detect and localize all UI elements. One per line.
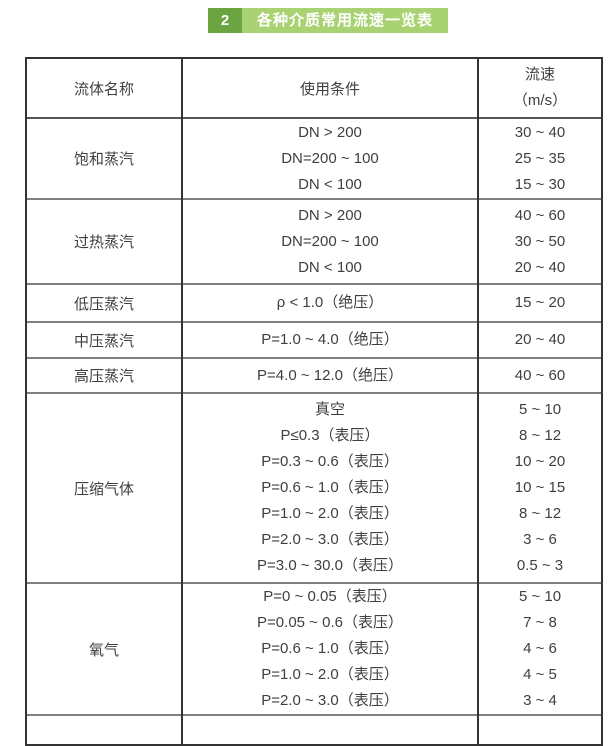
speed-line: 5 ~ 10: [518, 588, 562, 605]
row-cutoff-partial: [25, 715, 603, 745]
fluid-name: 中压蒸汽: [25, 322, 183, 358]
fluid-name: 低压蒸汽: [25, 284, 183, 322]
fluid-name: [25, 715, 183, 745]
condition-line: P=1.0 ~ 4.0（绝压）: [261, 331, 399, 348]
speed-line: 10 ~ 15: [514, 479, 566, 496]
condition-line: P=0.6 ~ 1.0（表压）: [261, 479, 399, 496]
speed-cell: 40 ~ 60 30 ~ 50 20 ~ 40: [477, 199, 603, 284]
section-title: 各种介质常用流速一览表: [242, 8, 449, 33]
condition-cell: ρ < 1.0（绝压）: [181, 284, 479, 322]
condition-cell: P=0 ~ 0.05（表压） P=0.05 ~ 0.6（表压） P=0.6 ~ …: [181, 583, 479, 715]
speed-line: 15 ~ 20: [514, 294, 566, 311]
speed-cell: 30 ~ 40 25 ~ 35 15 ~ 30: [477, 118, 603, 199]
condition-line: P=1.0 ~ 2.0（表压）: [261, 505, 399, 522]
speed-line: 40 ~ 60: [514, 206, 566, 224]
speed-cell: 5 ~ 10 7 ~ 8 4 ~ 6 4 ~ 5 3 ~ 4: [477, 583, 603, 715]
condition-line: DN > 200: [298, 123, 362, 141]
condition-cell: P=4.0 ~ 12.0（绝压）: [181, 358, 479, 393]
col-header-condition: 使用条件: [181, 58, 479, 118]
condition-line: DN=200 ~ 100: [281, 232, 379, 250]
condition-line: P=2.0 ~ 3.0（表压）: [261, 692, 399, 709]
fluid-name: 过热蒸汽: [25, 199, 183, 284]
speed-line: 8 ~ 12: [518, 505, 562, 522]
row-oxygen: 氧气 P=0 ~ 0.05（表压） P=0.05 ~ 0.6（表压） P=0.6…: [25, 583, 603, 715]
table-header-row: 流体名称 使用条件 流速 （m/s）: [25, 58, 603, 118]
condition-line: P=4.0 ~ 12.0（绝压）: [257, 366, 403, 384]
condition-line: P=0 ~ 0.05（表压）: [263, 588, 397, 605]
speed-line: 3 ~ 6: [523, 531, 557, 548]
speed-line: 4 ~ 5: [523, 666, 557, 683]
fluid-name: 高压蒸汽: [25, 358, 183, 393]
flow-speed-table: 流体名称 使用条件 流速 （m/s） 饱和蒸汽 DN > 200 DN=200 …: [25, 57, 603, 746]
speed-line: 25 ~ 35: [514, 149, 566, 167]
condition-line: DN=200 ~ 100: [281, 149, 379, 167]
speed-line: 30 ~ 40: [514, 123, 566, 141]
row-high-pressure-steam: 高压蒸汽 P=4.0 ~ 12.0（绝压） 40 ~ 60: [25, 358, 603, 393]
condition-cell: DN > 200 DN=200 ~ 100 DN < 100: [181, 118, 479, 199]
fluid-name: 氧气: [25, 583, 183, 715]
page: 2 各种介质常用流速一览表 流体名称 使用条件 流速 （m/s） 饱和蒸汽 DN…: [0, 8, 613, 746]
condition-line: P=0.05 ~ 0.6（表压）: [257, 614, 403, 631]
col-header-speed: 流速 （m/s）: [477, 58, 603, 118]
condition-line: P≤0.3（表压）: [280, 427, 380, 444]
speed-line: 8 ~ 12: [518, 427, 562, 444]
speed-line: 10 ~ 20: [514, 453, 566, 470]
speed-line: 4 ~ 6: [523, 640, 557, 657]
condition-line: P=3.0 ~ 30.0（表压）: [257, 557, 403, 574]
row-medium-pressure-steam: 中压蒸汽 P=1.0 ~ 4.0（绝压） 20 ~ 40: [25, 322, 603, 358]
speed-cell: [477, 715, 603, 745]
row-low-pressure-steam: 低压蒸汽 ρ < 1.0（绝压） 15 ~ 20: [25, 284, 603, 322]
condition-line: P=0.6 ~ 1.0（表压）: [261, 640, 399, 657]
fluid-name: 饱和蒸汽: [25, 118, 183, 199]
condition-line: P=1.0 ~ 2.0（表压）: [261, 666, 399, 683]
condition-line: DN < 100: [298, 258, 362, 276]
condition-line: ρ < 1.0（绝压）: [276, 294, 384, 311]
col-header-speed-label: 流速: [524, 66, 555, 83]
speed-line: 30 ~ 50: [514, 232, 566, 250]
speed-line: 20 ~ 40: [514, 258, 566, 276]
speed-line: 5 ~ 10: [518, 401, 562, 418]
speed-line: 40 ~ 60: [514, 366, 566, 384]
speed-cell: 20 ~ 40: [477, 322, 603, 358]
row-saturated-steam: 饱和蒸汽 DN > 200 DN=200 ~ 100 DN < 100 30 ~…: [25, 118, 603, 199]
speed-line: 20 ~ 40: [514, 331, 566, 348]
row-compressed-gas: 压缩气体 真空 P≤0.3（表压） P=0.3 ~ 0.6（表压） P=0.6 …: [25, 393, 603, 583]
condition-line: 真空: [314, 401, 345, 418]
row-superheated-steam: 过热蒸汽 DN > 200 DN=200 ~ 100 DN < 100 40 ~…: [25, 199, 603, 284]
speed-line: 15 ~ 30: [514, 175, 566, 193]
speed-line: 7 ~ 8: [523, 614, 557, 631]
section-badge: 2 各种介质常用流速一览表: [208, 8, 613, 33]
speed-line: 3 ~ 4: [523, 692, 557, 709]
condition-cell: 真空 P≤0.3（表压） P=0.3 ~ 0.6（表压） P=0.6 ~ 1.0…: [181, 393, 479, 583]
col-header-speed-unit: （m/s）: [512, 92, 568, 109]
section-number-badge: 2: [208, 8, 242, 33]
condition-line: DN > 200: [298, 206, 362, 224]
condition-line: P=0.3 ~ 0.6（表压）: [261, 453, 399, 470]
fluid-name: 压缩气体: [25, 393, 183, 583]
condition-line: P=2.0 ~ 3.0（表压）: [261, 531, 399, 548]
condition-cell: DN > 200 DN=200 ~ 100 DN < 100: [181, 199, 479, 284]
condition-cell: P=1.0 ~ 4.0（绝压）: [181, 322, 479, 358]
condition-line: DN < 100: [298, 175, 362, 193]
speed-cell: 40 ~ 60: [477, 358, 603, 393]
condition-cell: [181, 715, 479, 745]
speed-cell: 15 ~ 20: [477, 284, 603, 322]
speed-cell: 5 ~ 10 8 ~ 12 10 ~ 20 10 ~ 15 8 ~ 12 3 ~…: [477, 393, 603, 583]
col-header-fluid-name: 流体名称: [25, 58, 183, 118]
speed-line: 0.5 ~ 3: [516, 557, 564, 574]
